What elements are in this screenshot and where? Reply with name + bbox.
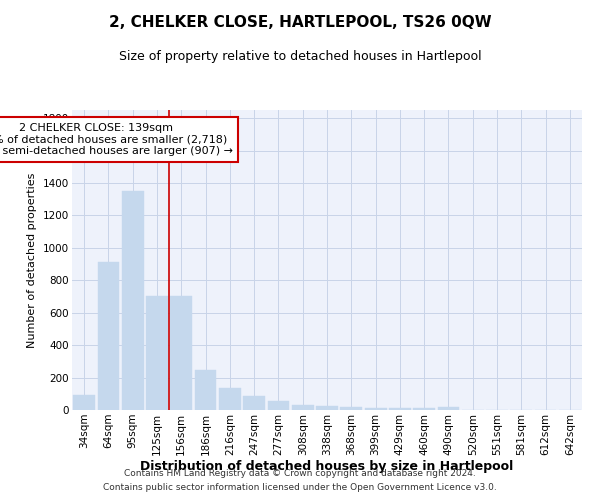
Bar bbox=[73, 396, 95, 410]
Text: 2 CHELKER CLOSE: 139sqm
← 75% of detached houses are smaller (2,718)
25% of semi: 2 CHELKER CLOSE: 139sqm ← 75% of detache… bbox=[0, 123, 233, 156]
Text: Contains HM Land Registry data © Crown copyright and database right 2024.: Contains HM Land Registry data © Crown c… bbox=[124, 468, 476, 477]
Bar bbox=[194, 370, 217, 410]
Bar bbox=[243, 396, 265, 410]
Bar bbox=[413, 408, 435, 410]
Bar bbox=[122, 191, 143, 410]
Text: 2, CHELKER CLOSE, HARTLEPOOL, TS26 0QW: 2, CHELKER CLOSE, HARTLEPOOL, TS26 0QW bbox=[109, 15, 491, 30]
Bar bbox=[365, 408, 386, 410]
Bar bbox=[437, 407, 460, 410]
Bar bbox=[292, 406, 314, 410]
Bar bbox=[146, 296, 168, 410]
Bar bbox=[316, 406, 338, 410]
Text: Contains public sector information licensed under the Open Government Licence v3: Contains public sector information licen… bbox=[103, 484, 497, 492]
Bar bbox=[340, 407, 362, 410]
Y-axis label: Number of detached properties: Number of detached properties bbox=[28, 172, 37, 348]
Text: Size of property relative to detached houses in Hartlepool: Size of property relative to detached ho… bbox=[119, 50, 481, 63]
Bar bbox=[389, 408, 411, 410]
Bar bbox=[97, 262, 119, 410]
Bar bbox=[219, 388, 241, 410]
X-axis label: Distribution of detached houses by size in Hartlepool: Distribution of detached houses by size … bbox=[140, 460, 514, 473]
Bar bbox=[268, 401, 289, 410]
Bar bbox=[170, 296, 192, 410]
